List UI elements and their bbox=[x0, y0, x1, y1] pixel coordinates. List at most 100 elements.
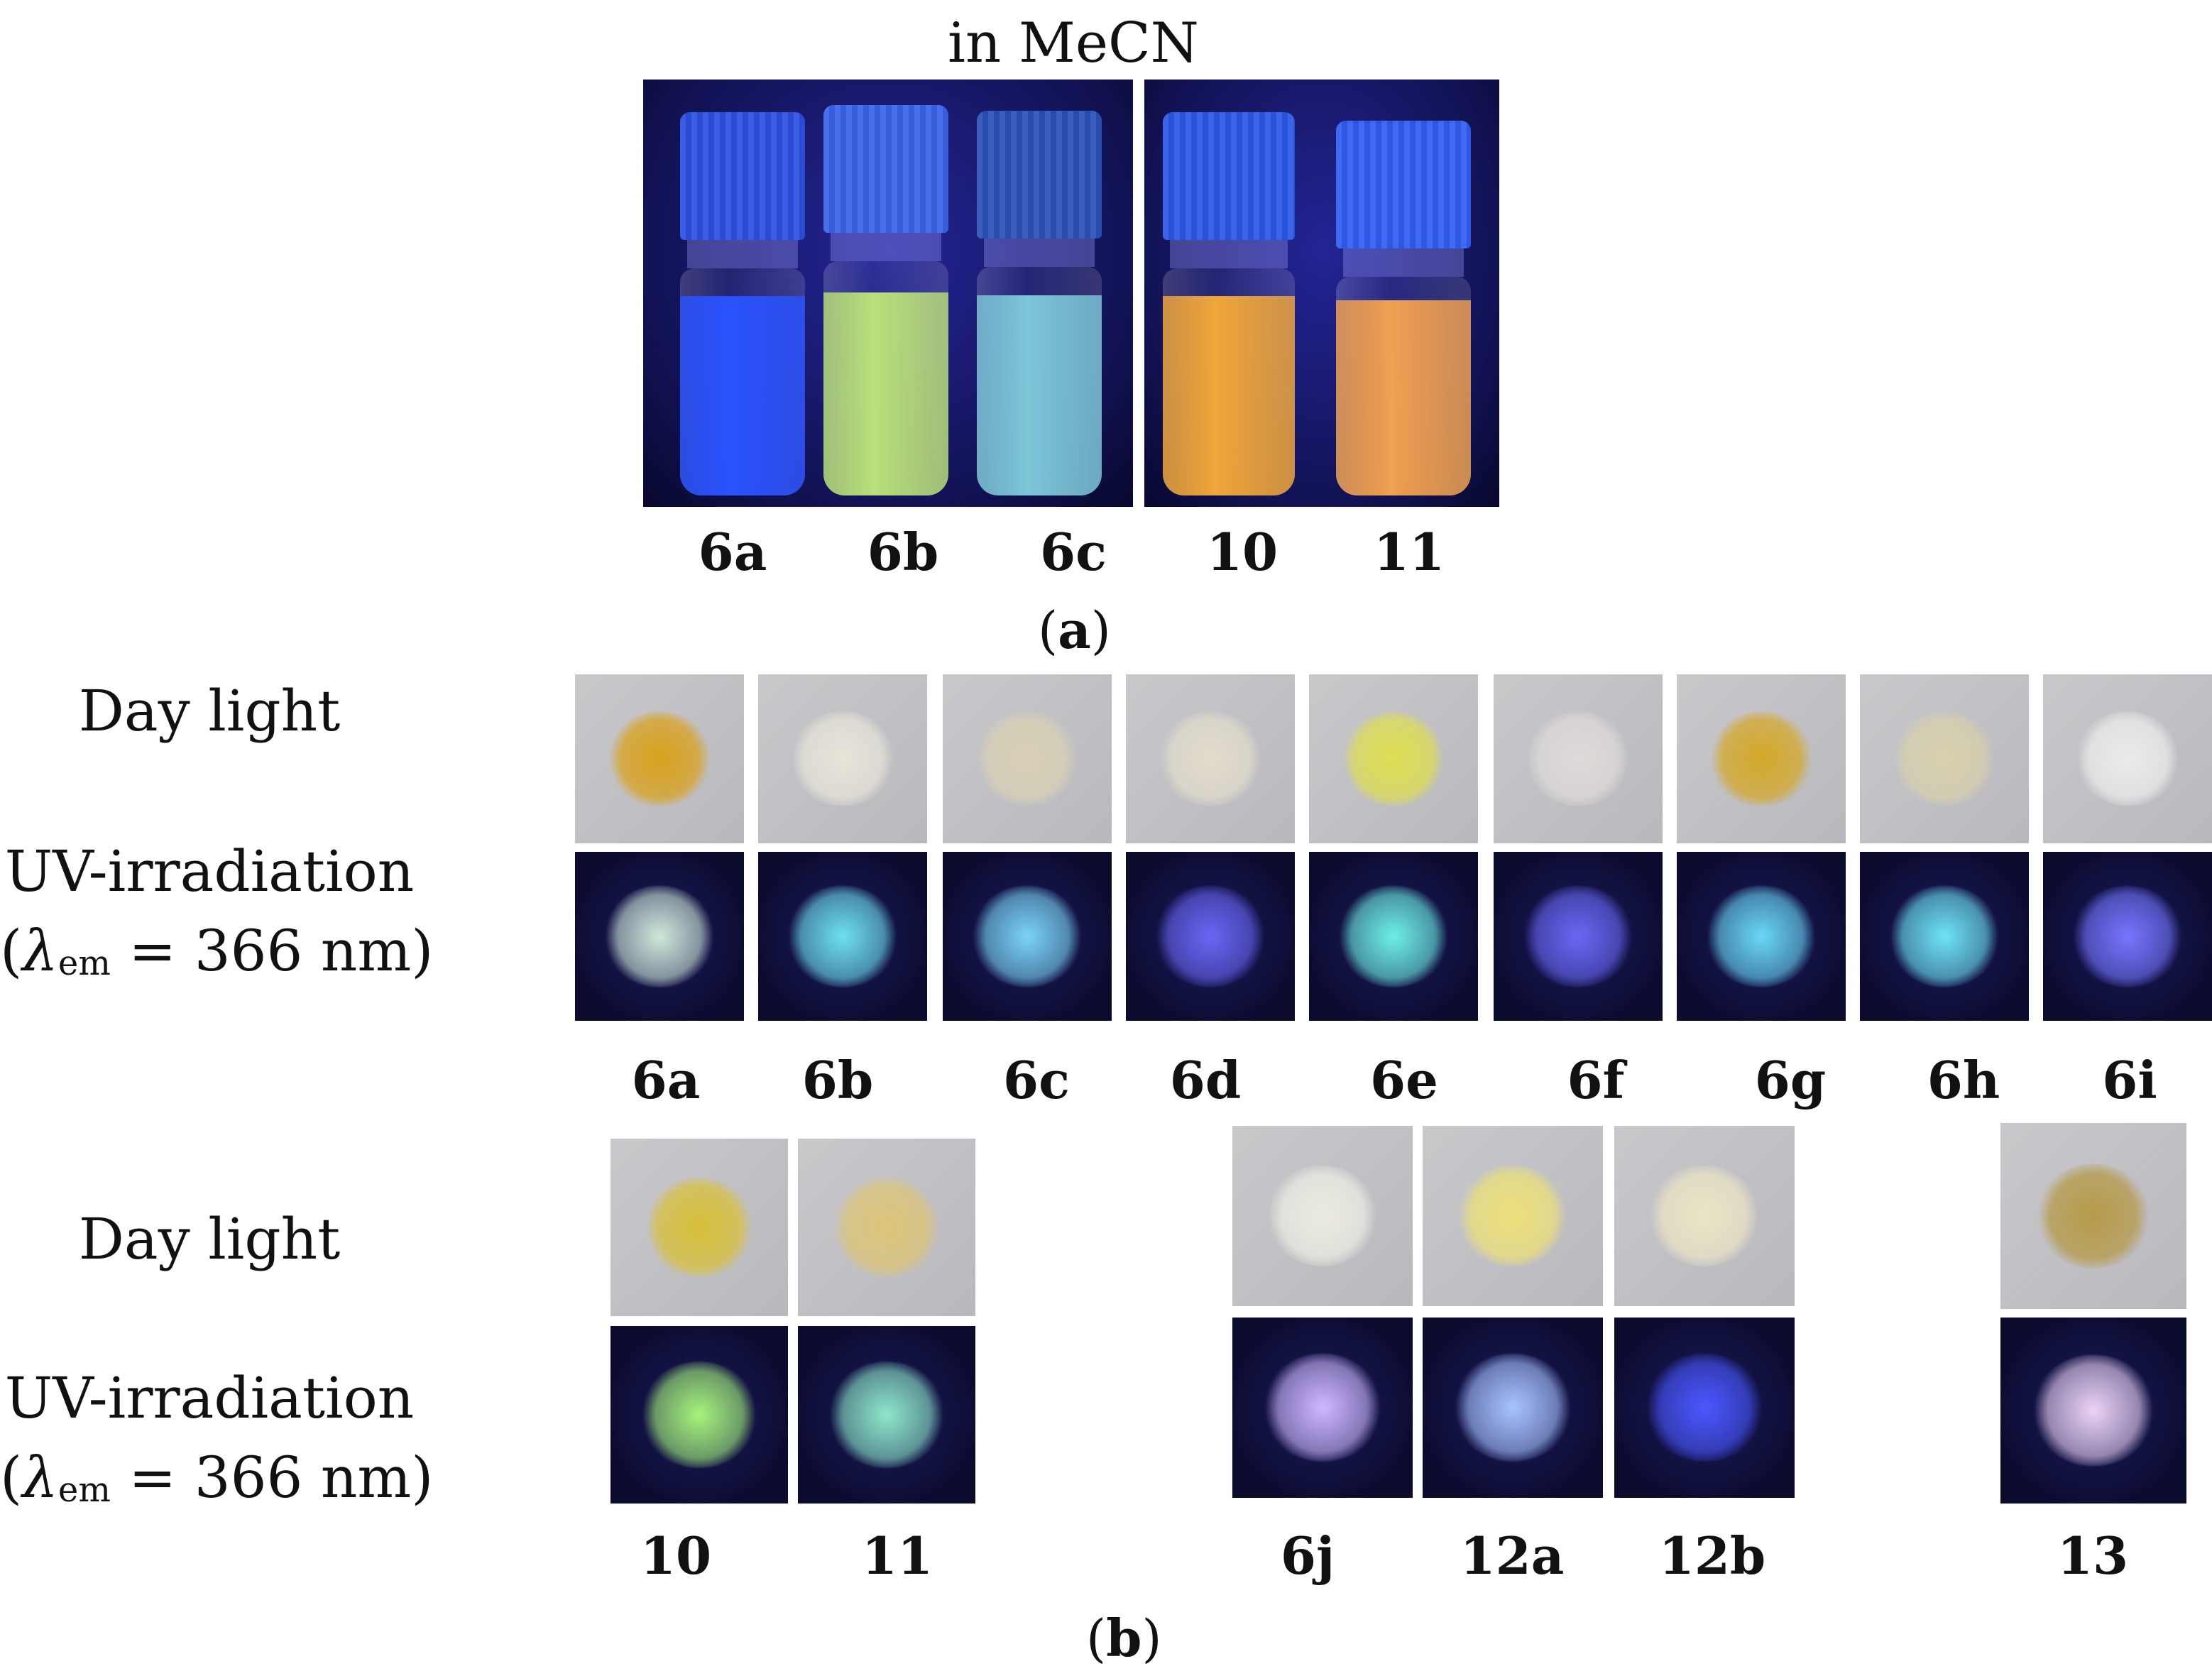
sample-label-6i: 6i bbox=[2102, 1050, 2157, 1110]
vial-cap bbox=[977, 111, 1102, 239]
powder-sample bbox=[1266, 1165, 1379, 1267]
sample-label-6j: 6j bbox=[1280, 1526, 1335, 1586]
uv-tile-11 bbox=[798, 1326, 975, 1504]
uv-tile-12a bbox=[1423, 1318, 1603, 1498]
sample-label-12b: 12b bbox=[1658, 1526, 1766, 1586]
powder-sample bbox=[831, 1178, 942, 1277]
powder-sample-glow bbox=[1154, 885, 1266, 987]
powder-sample bbox=[1341, 711, 1446, 806]
powder-sample bbox=[790, 711, 895, 806]
uv-tile-6b bbox=[758, 852, 927, 1021]
powder-sample-glow bbox=[787, 885, 899, 987]
vial-cap bbox=[1163, 112, 1295, 240]
vial-liquid bbox=[977, 295, 1102, 495]
powder-sample-glow bbox=[603, 885, 716, 987]
powder-sample bbox=[2075, 711, 2180, 806]
day-light-tile-6j bbox=[1232, 1126, 1413, 1306]
vial-liquid bbox=[823, 292, 948, 495]
vial-6b bbox=[823, 105, 948, 495]
uv-tile-6i bbox=[2043, 852, 2212, 1021]
day-light-tile-6b bbox=[758, 674, 927, 843]
vial-11 bbox=[1336, 121, 1471, 495]
sample-label-6a: 6a bbox=[631, 1050, 701, 1110]
vial-label-10: 10 bbox=[1206, 522, 1279, 582]
uv-tile-6a bbox=[575, 852, 744, 1021]
sample-label-6d: 6d bbox=[1169, 1050, 1242, 1110]
vial-10 bbox=[1163, 112, 1295, 495]
uv-tile-6e bbox=[1309, 852, 1478, 1021]
sample-label-11: 11 bbox=[861, 1526, 933, 1586]
vial-label-6a: 6a bbox=[698, 522, 767, 582]
powder-sample bbox=[1648, 1165, 1761, 1267]
vial-label-6c: 6c bbox=[1040, 522, 1107, 582]
powder-sample bbox=[644, 1178, 755, 1277]
powder-sample-glow bbox=[971, 885, 1083, 987]
sample-label-6f: 6f bbox=[1567, 1050, 1625, 1110]
powder-sample-glow bbox=[1522, 885, 1634, 987]
sample-label-12a: 12a bbox=[1460, 1526, 1565, 1586]
powder-sample-glow bbox=[1453, 1353, 1572, 1462]
powder-sample-glow bbox=[2071, 885, 2184, 987]
day-light-tile-6e bbox=[1309, 674, 1478, 843]
vial-cap bbox=[1336, 121, 1471, 248]
vial-label-11: 11 bbox=[1373, 522, 1445, 582]
vial-liquid bbox=[1163, 296, 1295, 495]
row-label-day-light-bottom: Day light bbox=[78, 1206, 341, 1272]
row-label-day-light-top: Day light bbox=[78, 678, 341, 744]
powder-sample bbox=[1526, 711, 1631, 806]
powder-sample-glow bbox=[828, 1362, 946, 1468]
day-light-tile-12a bbox=[1423, 1126, 1603, 1306]
day-light-tile-10 bbox=[611, 1139, 788, 1316]
vial-6a bbox=[680, 112, 805, 495]
vial-cap bbox=[680, 112, 805, 240]
uv-tile-6d bbox=[1126, 852, 1295, 1021]
vial-liquid bbox=[680, 296, 805, 495]
panel-b-caption: (b) bbox=[1086, 1608, 1162, 1668]
day-light-tile-6d bbox=[1126, 674, 1295, 843]
sample-label-6c: 6c bbox=[1003, 1050, 1070, 1110]
day-light-tile-6h bbox=[1860, 674, 2029, 843]
sample-label-6e: 6e bbox=[1370, 1050, 1438, 1110]
sample-label-10: 10 bbox=[640, 1526, 712, 1586]
sample-label-13: 13 bbox=[2057, 1526, 2129, 1586]
vial-label-6b: 6b bbox=[867, 522, 939, 582]
day-light-tile-6f bbox=[1494, 674, 1663, 843]
vial-6c bbox=[977, 111, 1102, 495]
vial-neck bbox=[687, 240, 798, 268]
row-label-wavelength-top: (λem = 366 nm) bbox=[0, 918, 434, 984]
powder-sample bbox=[1457, 1165, 1569, 1267]
uv-tile-13 bbox=[2000, 1318, 2186, 1504]
vial-liquid bbox=[1336, 300, 1471, 495]
row-label-uv-bottom: UV-irradiation bbox=[4, 1365, 415, 1431]
powder-sample bbox=[1709, 711, 1814, 806]
vial-neck bbox=[1170, 240, 1288, 268]
uv-tile-6g bbox=[1677, 852, 1846, 1021]
day-light-tile-12b bbox=[1614, 1126, 1795, 1306]
vial-cap bbox=[823, 105, 948, 233]
powder-sample-glow bbox=[1705, 885, 1817, 987]
powder-sample-glow bbox=[2032, 1354, 2155, 1467]
powder-sample bbox=[607, 711, 712, 806]
day-light-tile-11 bbox=[798, 1139, 975, 1316]
powder-sample-glow bbox=[1263, 1353, 1382, 1462]
day-light-tile-6a bbox=[575, 674, 744, 843]
vial-neck bbox=[984, 239, 1095, 267]
powder-sample-glow bbox=[640, 1362, 758, 1468]
uv-tile-12b bbox=[1614, 1318, 1795, 1498]
panel-a-title: in MeCN bbox=[948, 11, 1199, 75]
uv-tile-6f bbox=[1494, 852, 1663, 1021]
row-label-wavelength-bottom: (λem = 366 nm) bbox=[0, 1445, 434, 1511]
sample-label-6b: 6b bbox=[801, 1050, 874, 1110]
powder-sample-glow bbox=[1337, 885, 1450, 987]
powder-sample bbox=[975, 711, 1080, 806]
day-light-tile-6g bbox=[1677, 674, 1846, 843]
powder-sample-glow bbox=[1888, 885, 2000, 987]
day-light-tile-6i bbox=[2043, 674, 2212, 843]
uv-tile-6j bbox=[1232, 1318, 1413, 1498]
panel-a-caption: (a) bbox=[1038, 600, 1111, 660]
vial-photo-right bbox=[1144, 80, 1499, 507]
row-label-uv-top: UV-irradiation bbox=[4, 838, 415, 904]
vial-photo-left bbox=[643, 80, 1133, 507]
uv-tile-10 bbox=[611, 1326, 788, 1504]
powder-sample bbox=[1892, 711, 1997, 806]
